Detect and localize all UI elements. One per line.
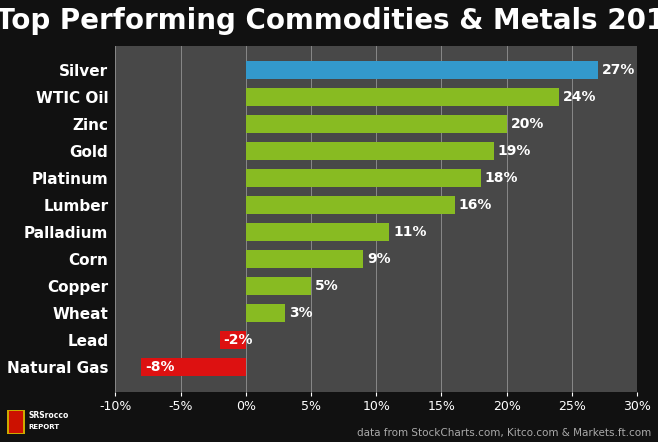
Bar <box>246 223 390 241</box>
Text: SRSrocco: SRSrocco <box>29 411 69 420</box>
Text: 18%: 18% <box>484 171 518 185</box>
Bar <box>246 142 494 160</box>
Bar <box>246 305 285 322</box>
Text: 5%: 5% <box>315 279 339 293</box>
Bar <box>246 250 363 268</box>
Text: -8%: -8% <box>145 360 175 374</box>
Text: 9%: 9% <box>367 252 391 266</box>
FancyBboxPatch shape <box>7 410 26 434</box>
Text: 3%: 3% <box>289 306 313 320</box>
Text: 16%: 16% <box>459 198 492 212</box>
Bar <box>246 277 311 295</box>
Bar <box>246 115 507 133</box>
Text: 27%: 27% <box>602 63 635 77</box>
Text: REPORT: REPORT <box>29 424 60 430</box>
Bar <box>220 332 246 349</box>
Text: 11%: 11% <box>393 225 426 239</box>
Text: -2%: -2% <box>224 333 253 347</box>
Text: data from StockCharts.com, Kitco.com & Markets.ft.com: data from StockCharts.com, Kitco.com & M… <box>357 427 651 438</box>
Bar <box>141 358 246 376</box>
Text: 20%: 20% <box>511 117 544 131</box>
Bar <box>246 196 455 214</box>
Title: Top Performing Commodities & Metals 2016 YTD: Top Performing Commodities & Metals 2016… <box>0 7 658 35</box>
Bar <box>246 169 480 187</box>
Bar <box>246 88 559 106</box>
Text: 24%: 24% <box>563 90 596 104</box>
Bar <box>246 61 598 79</box>
Text: 19%: 19% <box>497 144 531 158</box>
FancyBboxPatch shape <box>9 411 23 433</box>
